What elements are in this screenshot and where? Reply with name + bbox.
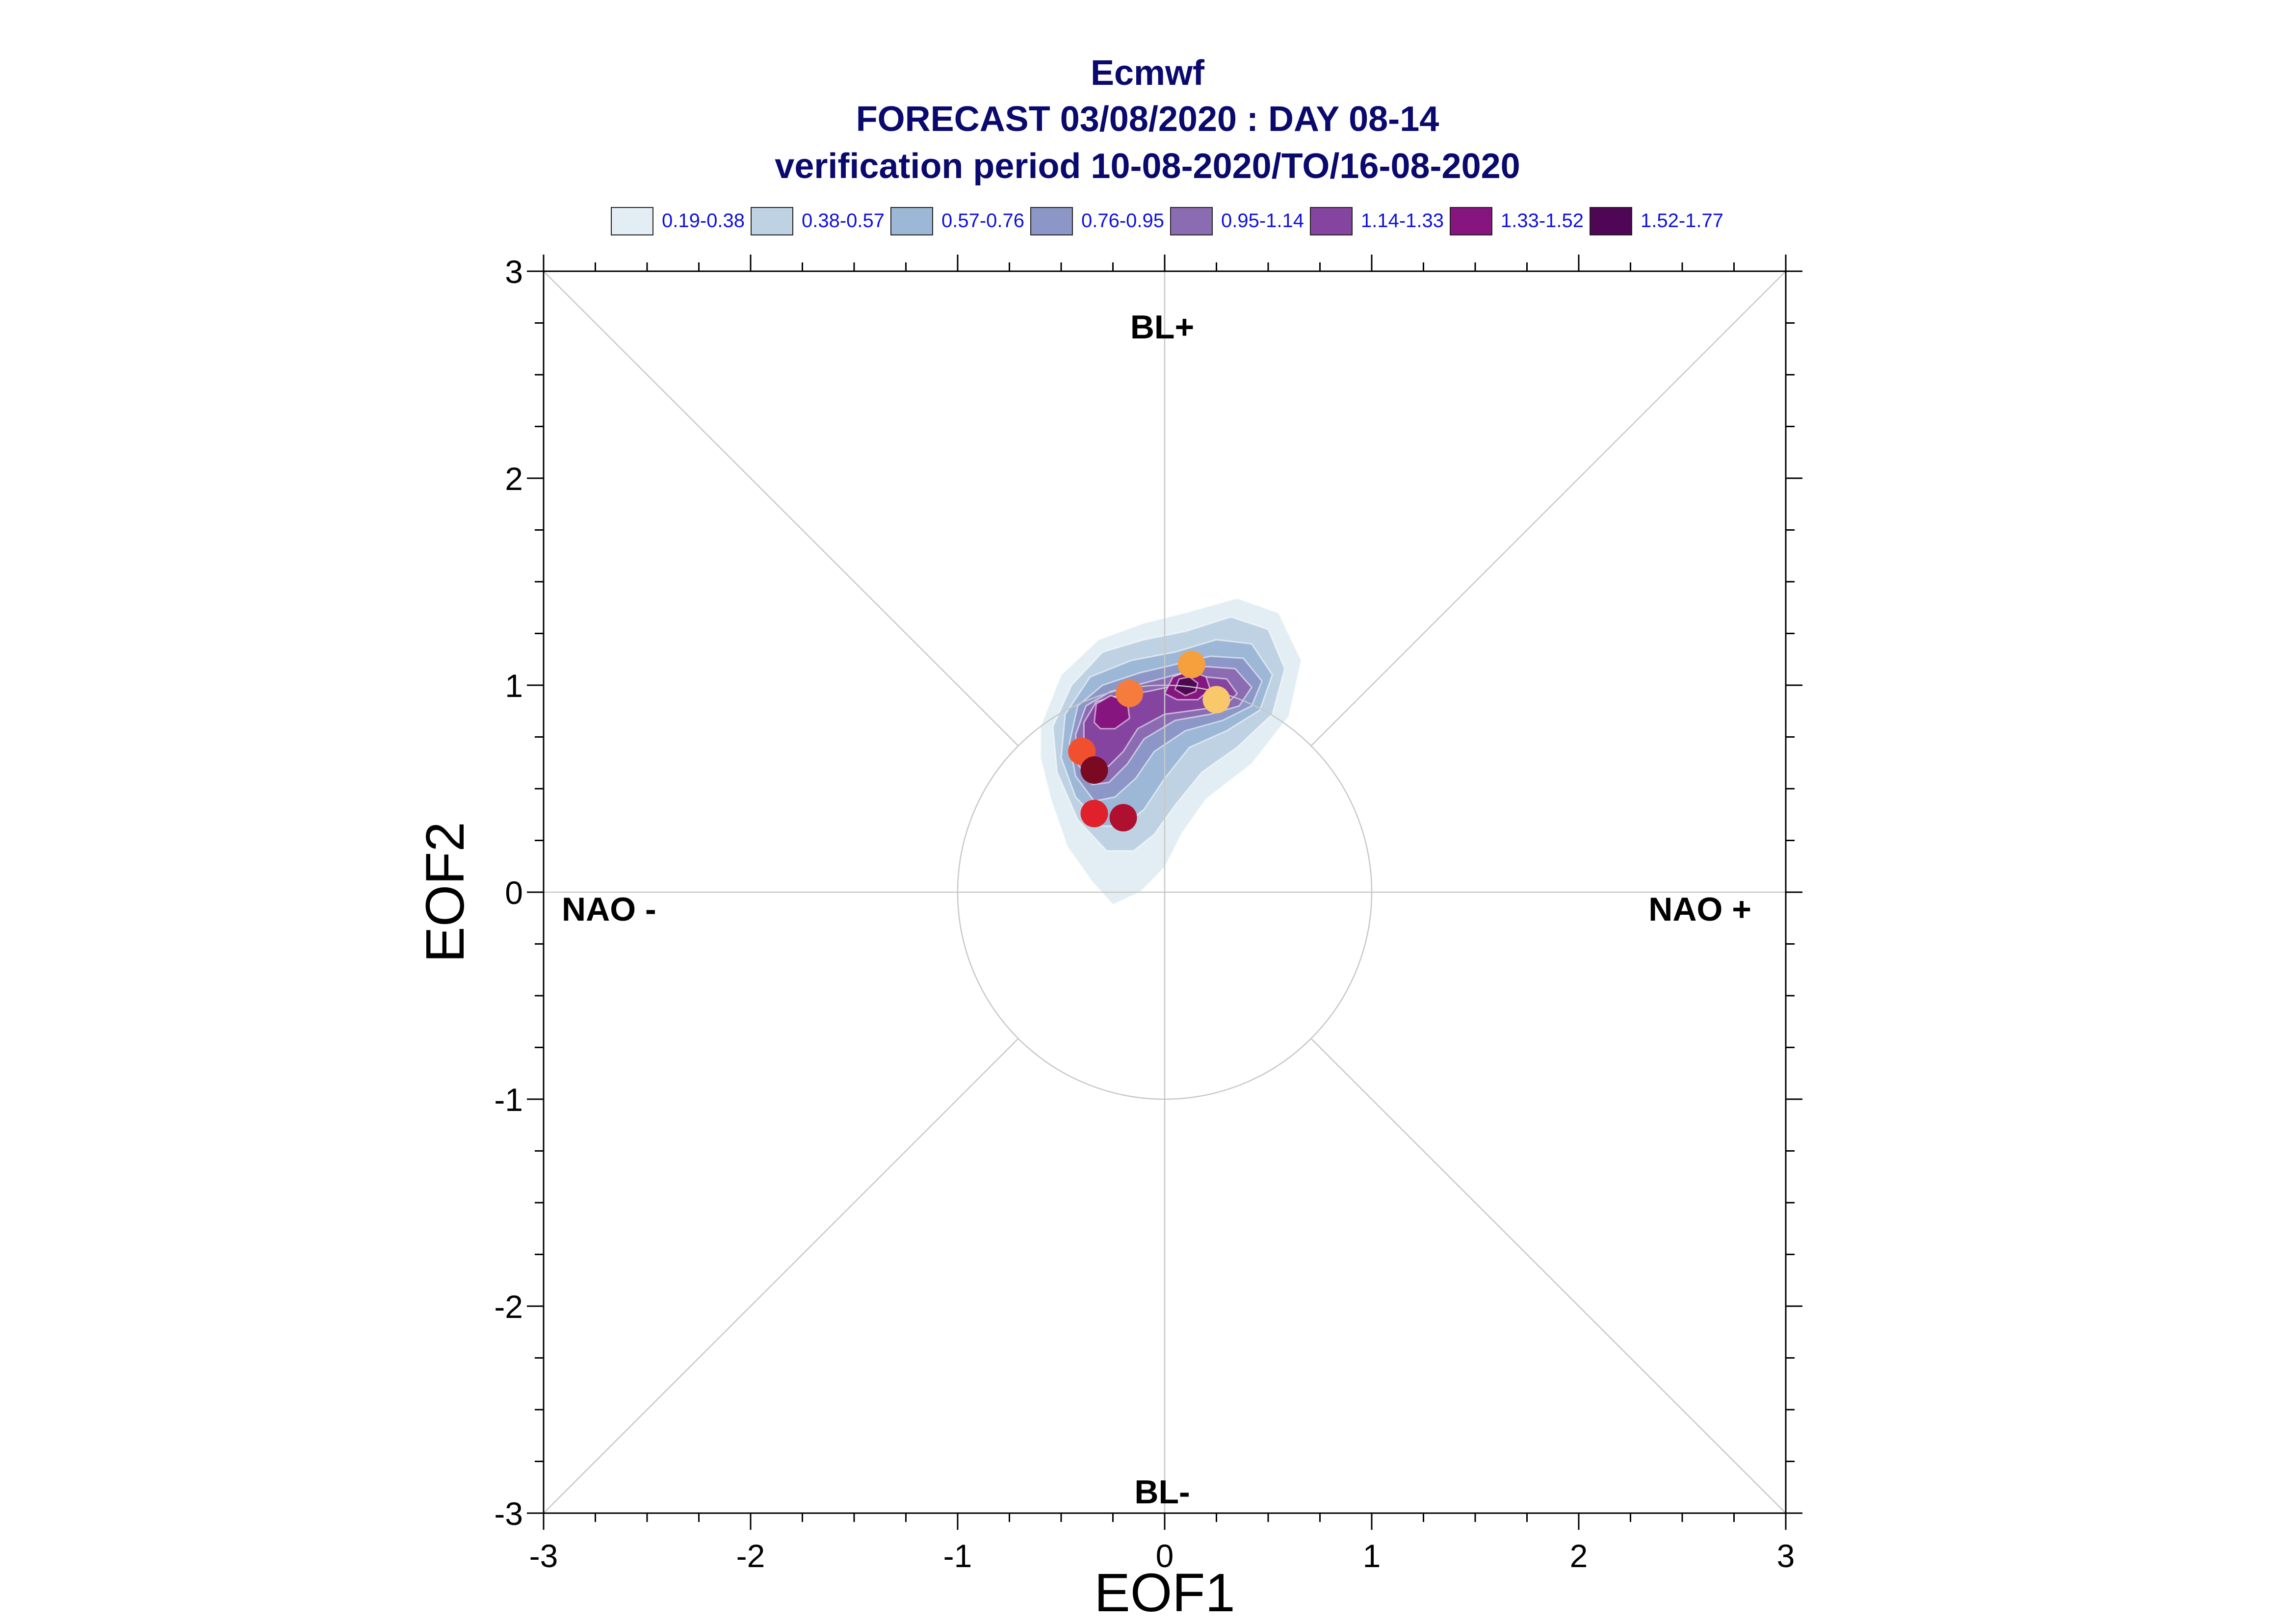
data-point <box>1116 679 1144 707</box>
legend-swatch <box>1170 207 1213 235</box>
x-tick-label: 1 <box>1363 1538 1381 1574</box>
diagonal-line <box>1310 271 1786 747</box>
y-tick-label: -1 <box>494 1082 523 1118</box>
legend-swatch <box>890 207 933 235</box>
regime-label-nao-plus: NAO + <box>1648 891 1751 928</box>
legend-label: 0.95-1.14 <box>1221 210 1304 232</box>
data-point <box>1080 756 1108 784</box>
data-point <box>1109 804 1137 832</box>
legend-swatch <box>1030 207 1073 235</box>
chart-subtitle-forecast: FORECAST 03/08/2020 : DAY 08-14 <box>856 100 1439 139</box>
data-point <box>1177 650 1205 678</box>
legend-label: 0.38-0.57 <box>802 210 885 232</box>
x-tick-label: -3 <box>529 1538 558 1574</box>
y-tick-label: 0 <box>505 875 523 911</box>
legend-swatch <box>1310 207 1353 235</box>
legend-label: 0.19-0.38 <box>662 210 745 232</box>
x-tick-label: 2 <box>1570 1538 1588 1574</box>
reference-circle <box>957 684 1373 1100</box>
data-point <box>1202 686 1230 714</box>
x-tick-label: -1 <box>943 1538 972 1574</box>
legend-label: 1.14-1.33 <box>1361 210 1444 232</box>
y-tick-label: -2 <box>494 1289 523 1325</box>
legend-label: 0.57-0.76 <box>941 210 1025 232</box>
y-tick-label: -3 <box>494 1495 523 1532</box>
x-tick-label: -2 <box>736 1538 765 1574</box>
diagonal-line <box>543 271 1019 747</box>
chart-subtitle-verification: verification period 10-08-2020/TO/16-08-… <box>775 147 1520 186</box>
x-axis-label: EOF1 <box>1094 1563 1235 1623</box>
diagonal-line <box>543 1038 1019 1514</box>
diagonal-line <box>1310 1038 1786 1514</box>
legend-swatch <box>611 207 653 235</box>
legend-label: 0.76-0.95 <box>1081 210 1165 232</box>
y-axis-label: EOF2 <box>415 822 475 962</box>
y-tick-label: 1 <box>505 668 523 704</box>
y-tick-label: 2 <box>505 461 523 497</box>
x-tick-label: 0 <box>1156 1538 1174 1574</box>
legend-swatch <box>751 207 793 235</box>
legend-label: 1.33-1.52 <box>1501 210 1584 232</box>
legend-label: 1.52-1.77 <box>1641 210 1724 232</box>
legend-swatch <box>1590 207 1632 235</box>
legend-swatch <box>1450 207 1492 235</box>
regime-label-nao-minus: NAO - <box>562 891 656 928</box>
y-tick-label: 3 <box>505 254 523 290</box>
chart-legend: 0.19-0.38 0.38-0.57 0.57-0.76 0.76-0.95 0.95… <box>0 205 2295 239</box>
chart-title: Ecmwf <box>1090 53 1205 93</box>
regime-label-bl-plus: BL+ <box>1130 309 1194 346</box>
data-point <box>1080 799 1108 827</box>
x-tick-label: 3 <box>1777 1538 1795 1574</box>
regime-label-bl-minus: BL- <box>1134 1473 1190 1511</box>
